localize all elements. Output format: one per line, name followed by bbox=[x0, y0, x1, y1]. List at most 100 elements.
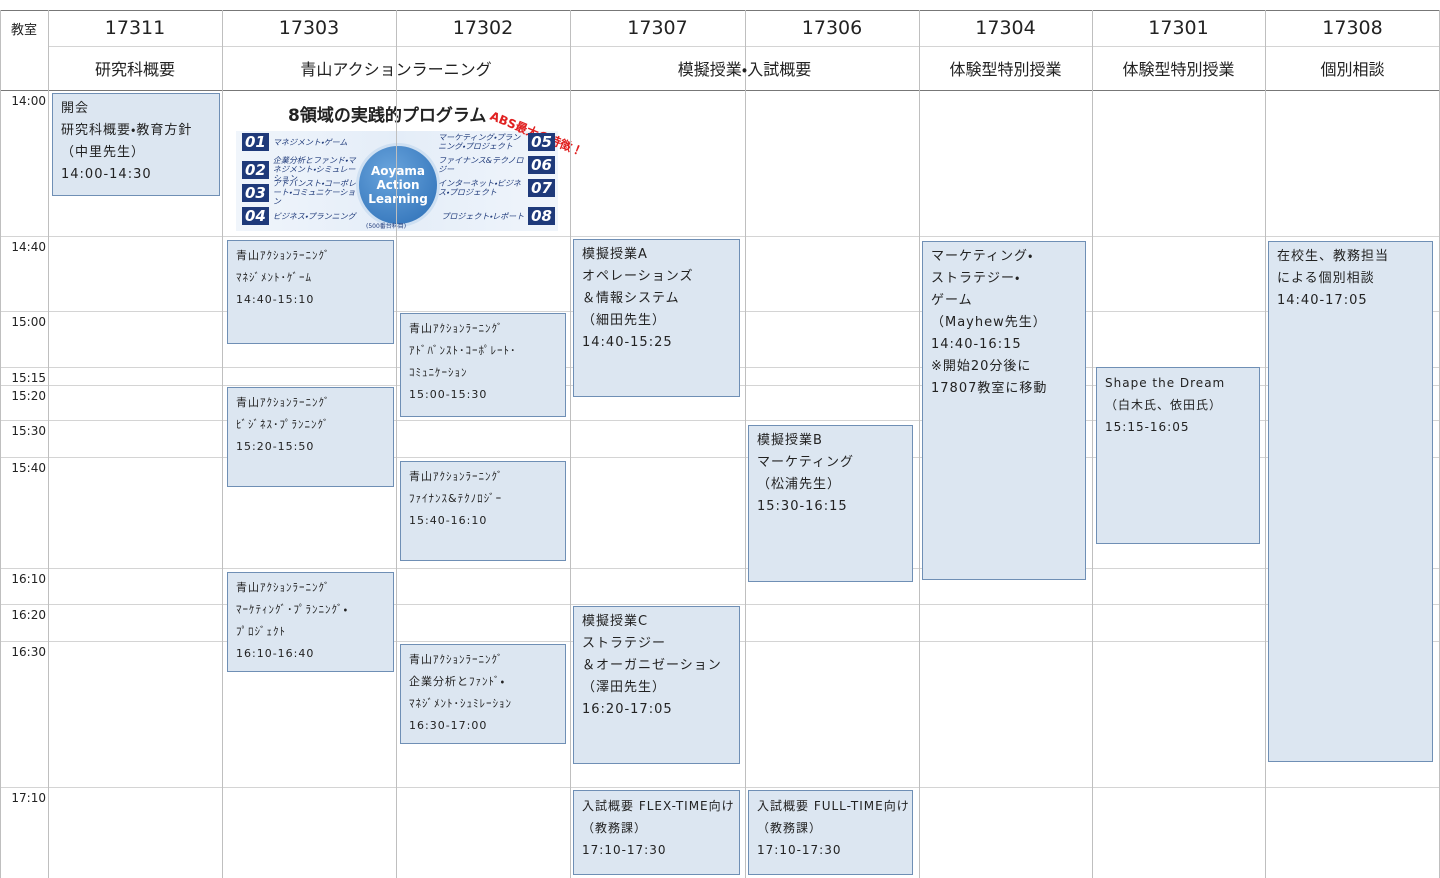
event-box: 青山ｱｸｼｮﾝﾗｰﾆﾝｸﾞ ﾌｧｲﾅﾝｽ&ﾃｸﾉﾛｼﾞｰ 15:40-16:10 bbox=[400, 461, 566, 561]
column-line bbox=[745, 46, 746, 878]
event-text: （松浦先生） bbox=[757, 477, 842, 492]
time-label: 16:20 bbox=[11, 608, 46, 622]
event-text: 15:40-16:10 bbox=[409, 514, 488, 527]
category-label: 体験型特別授業 bbox=[949, 60, 1062, 79]
event-text: 14:40-15:25 bbox=[582, 335, 673, 350]
program-item-number: 05 bbox=[528, 133, 555, 151]
program-item-label: ビジネス・プランニング bbox=[272, 211, 356, 221]
time-label: 14:40 bbox=[11, 240, 46, 254]
event-text: （細田先生） bbox=[582, 313, 667, 328]
event-text: 在校生、教務担当 bbox=[1277, 249, 1390, 264]
event-text: 青山ｱｸｼｮﾝﾗｰﾆﾝｸﾞ bbox=[409, 322, 504, 335]
program-item: 07 インターネット・ビジネス・プロジェクト bbox=[438, 179, 559, 197]
time-label: 14:00 bbox=[11, 94, 46, 108]
column-line bbox=[396, 10, 397, 46]
program-center: Action bbox=[376, 178, 420, 192]
program-item-number: 07 bbox=[528, 179, 555, 197]
room-number: 17304 bbox=[975, 17, 1036, 39]
column-line bbox=[919, 10, 920, 878]
program-circle: Aoyama Action Learning bbox=[356, 143, 440, 227]
event-box: 青山ｱｸｼｮﾝﾗｰﾆﾝｸﾞ ﾋﾞｼﾞﾈｽ･ﾌﾟﾗﾝﾆﾝｸﾞ 15:20-15:50 bbox=[227, 387, 394, 487]
event-text: ※開始20分後に bbox=[931, 359, 1032, 374]
program-item-number: 06 bbox=[528, 156, 555, 174]
event-text: 16:30-17:00 bbox=[409, 719, 488, 732]
program-item-number: 08 bbox=[528, 207, 555, 225]
event-text: 青山ｱｸｼｮﾝﾗｰﾆﾝｸﾞ bbox=[409, 653, 504, 666]
time-label: 15:20 bbox=[11, 389, 46, 403]
event-box: Shape the Dream （白木氏、依田氏） 15:15-16:05 bbox=[1096, 367, 1260, 544]
event-text: 16:20-17:05 bbox=[582, 702, 673, 717]
column-line bbox=[1265, 10, 1266, 878]
time-line bbox=[0, 787, 1440, 788]
program-center: Aoyama bbox=[370, 164, 426, 178]
event-text: 16:10-16:40 bbox=[236, 647, 315, 660]
program-title: 8領域の実践的プログラム bbox=[288, 106, 487, 126]
room-number: 17302 bbox=[452, 17, 514, 39]
event-box: 模擬授業C ストラテジー ＆オーガニゼーション （澤田先生） 16:20-17:05 bbox=[573, 606, 740, 764]
header-line bbox=[0, 90, 1440, 91]
header-line bbox=[0, 10, 1440, 11]
program-item: 02 企業分析とファンド・マネジメント・シミュレーション bbox=[238, 156, 359, 183]
room-number: 17311 bbox=[104, 17, 166, 39]
program-item-label: マネジメント・ゲーム bbox=[272, 137, 348, 147]
category-label: 青山アクションラーニング bbox=[300, 60, 492, 79]
event-text: ﾌｧｲﾅﾝｽ&ﾃｸﾉﾛｼﾞｰ bbox=[409, 492, 503, 505]
event-text: 青山ｱｸｼｮﾝﾗｰﾆﾝｸﾞ bbox=[236, 396, 331, 409]
time-label: 16:10 bbox=[11, 572, 46, 586]
event-box: 青山ｱｸｼｮﾝﾗｰﾆﾝｸﾞ ｱﾄﾞﾊﾞﾝｽﾄ･ｺｰﾎﾟﾚｰﾄ･ ｺﾐｭﾆｹｰｼｮﾝ 1… bbox=[400, 313, 566, 417]
room-number: 17307 bbox=[627, 17, 688, 39]
time-line bbox=[0, 420, 1440, 421]
event-text: ﾏﾈｼﾞﾒﾝﾄ･ｼｭﾐﾚｰｼｮﾝ bbox=[409, 697, 512, 710]
event-text: 17:10-17:30 bbox=[757, 843, 842, 857]
event-text: 14:40-17:05 bbox=[1277, 293, 1368, 308]
event-text: 企業分析とﾌｧﾝﾄﾞ・ bbox=[409, 675, 506, 688]
category-label: 模擬授業・入試概要 bbox=[677, 60, 812, 79]
category-label: 研究科概要 bbox=[94, 60, 175, 79]
event-text: 17807教室に移動 bbox=[931, 381, 1048, 396]
program-item: 04 ビジネス・プランニング bbox=[238, 207, 356, 225]
category-label: 体験型特別授業 bbox=[1122, 60, 1235, 79]
event-text: 模擬授業C bbox=[582, 614, 649, 629]
event-text: 青山ｱｸｼｮﾝﾗｰﾆﾝｸﾞ bbox=[236, 581, 331, 594]
event-box: 入試概要 FLEX-TIME向け （教務課） 17:10-17:30 bbox=[573, 790, 740, 875]
time-label: 16:30 bbox=[11, 645, 46, 659]
column-line bbox=[1092, 10, 1093, 878]
event-text: 開会 bbox=[61, 101, 90, 116]
event-box: 青山ｱｸｼｮﾝﾗｰﾆﾝｸﾞ ﾏｰｹﾃｨﾝｸﾞ･ﾌﾟﾗﾝﾆﾝｸﾞ・ ﾌﾟﾛｼﾞｪｸﾄ 1… bbox=[227, 572, 394, 672]
program-center-note: (500番台科目) bbox=[366, 223, 407, 230]
event-text: （教務課） bbox=[757, 821, 823, 835]
event-text: （中里先生） bbox=[61, 145, 146, 160]
event-text: 15:30-16:15 bbox=[757, 499, 848, 514]
time-label: 15:30 bbox=[11, 424, 46, 438]
event-box: 在校生、教務担当 による個別相談 14:40-17:05 bbox=[1268, 241, 1433, 762]
event-text: ＆オーガニゼーション bbox=[582, 658, 722, 673]
event-text: マーケティング・ bbox=[931, 249, 1034, 264]
event-text: 17:10-17:30 bbox=[582, 843, 667, 857]
event-text: 14:40-15:10 bbox=[236, 293, 315, 306]
event-box: 入試概要 FULL-TIME向け （教務課） 17:10-17:30 bbox=[748, 790, 913, 875]
category-label: 個別相談 bbox=[1320, 60, 1385, 79]
program-item: 08 プロジェクト・レポート bbox=[441, 207, 559, 225]
time-label: 17:10 bbox=[11, 791, 46, 805]
program-item-label: アドバンスト・コーポレート・コミュニケーション bbox=[272, 179, 356, 206]
event-text: オペレーションズ bbox=[582, 269, 694, 284]
event-text: ﾏｰｹﾃｨﾝｸﾞ･ﾌﾟﾗﾝﾆﾝｸﾞ・ bbox=[236, 603, 349, 616]
program-item-label: インターネット・ビジネス・プロジェクト bbox=[438, 179, 521, 197]
event-text: ストラテジー・ bbox=[931, 271, 1021, 286]
event-box: 青山ｱｸｼｮﾝﾗｰﾆﾝｸﾞ ﾏﾈｼﾞﾒﾝﾄ･ｹﾞｰﾑ 14:40-15:10 bbox=[227, 240, 394, 344]
program-item: 06 ファイナンス&テクノロジー bbox=[438, 156, 559, 174]
event-text: （Mayhew先生） bbox=[931, 315, 1047, 330]
time-line bbox=[0, 604, 1440, 605]
event-text: ストラテジー bbox=[582, 636, 667, 651]
event-box: 青山ｱｸｼｮﾝﾗｰﾆﾝｸﾞ 企業分析とﾌｧﾝﾄﾞ・ ﾏﾈｼﾞﾒﾝﾄ･ｼｭﾐﾚｰｼｮﾝ… bbox=[400, 644, 566, 744]
room-number: 17301 bbox=[1148, 17, 1209, 39]
time-line bbox=[0, 568, 1440, 569]
time-label: 15:00 bbox=[11, 315, 46, 329]
time-label: 15:15 bbox=[11, 371, 46, 385]
time-line bbox=[0, 457, 1440, 458]
corner-label: 教室 bbox=[10, 22, 37, 38]
room-number: 17306 bbox=[801, 17, 863, 39]
event-text: ﾌﾟﾛｼﾞｪｸﾄ bbox=[236, 625, 286, 638]
event-box: 模擬授業A オペレーションズ ＆情報システム （細田先生） 14:40-15:25 bbox=[573, 239, 740, 397]
